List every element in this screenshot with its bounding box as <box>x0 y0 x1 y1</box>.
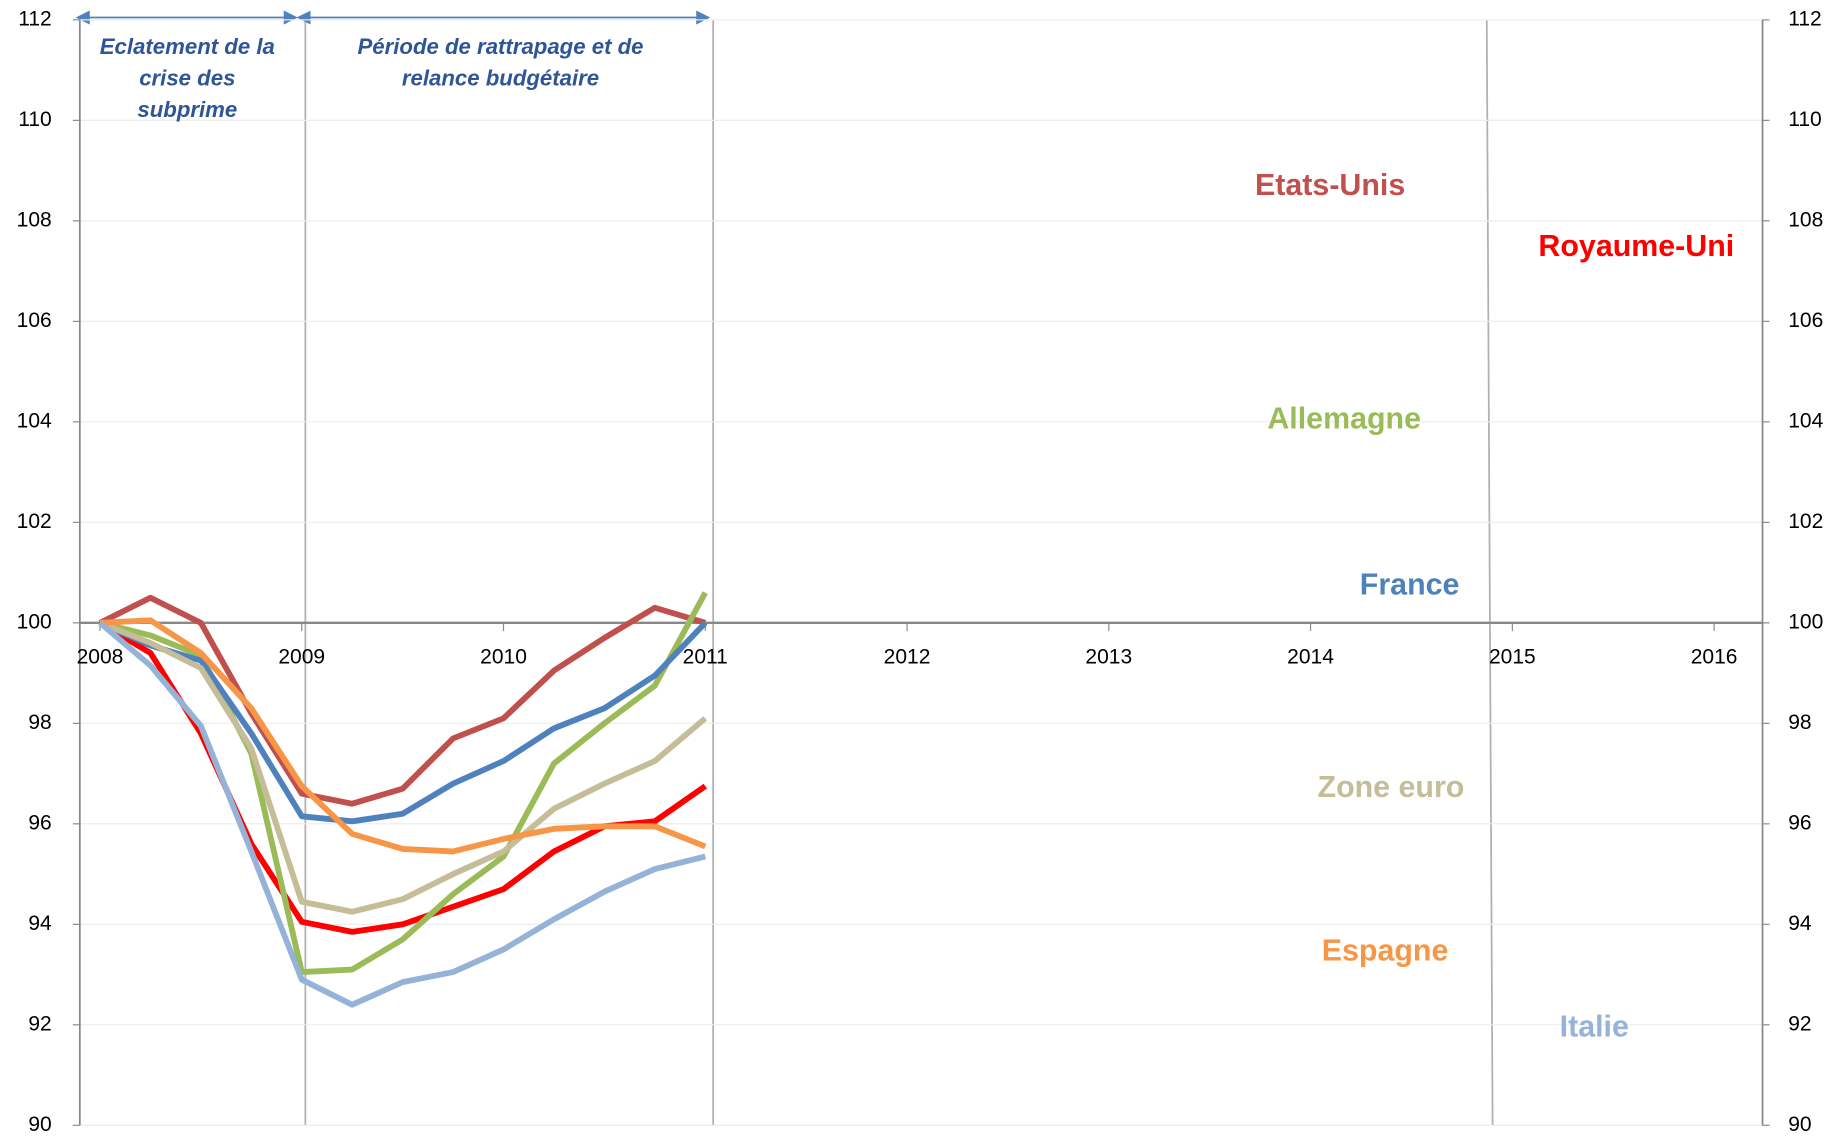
y-tick-label: 108 <box>17 208 52 231</box>
y2-tick-label: 90 <box>1788 1113 1811 1136</box>
y-tick-label: 104 <box>17 409 52 432</box>
x-tick-label: 2015 <box>1489 645 1536 668</box>
annotation: crise des <box>139 65 235 90</box>
series-label: Italie <box>1560 1009 1629 1043</box>
x-tick-label: 2011 <box>683 645 728 668</box>
series-label: Etats-Unis <box>1255 168 1405 202</box>
series-line <box>99 617 707 855</box>
y-tick-label: 90 <box>28 1113 51 1136</box>
series-line <box>98 620 708 915</box>
y-tick-label: 100 <box>17 610 52 633</box>
x-tick-label: 2008 <box>77 645 124 668</box>
y-tick-label: 102 <box>17 510 52 533</box>
y2-tick-label: 92 <box>1788 1012 1811 1035</box>
period-divider <box>1485 19 1494 1126</box>
y2-tick-label: 110 <box>1788 108 1822 131</box>
series-line <box>98 594 707 807</box>
series-line <box>98 620 708 825</box>
annotation: subprime <box>137 97 237 122</box>
y-tick-label: 106 <box>17 309 52 332</box>
y-tick-label: 96 <box>28 811 51 834</box>
annotation: Période de rattrapage et de <box>357 34 643 59</box>
y2-tick-label: 108 <box>1788 208 1823 231</box>
y-tick-label: 110 <box>18 108 52 131</box>
y2-tick-label: 94 <box>1788 912 1812 935</box>
y-tick-label: 112 <box>18 7 52 30</box>
y2-tick-label: 96 <box>1788 811 1811 834</box>
y-tick-label: 92 <box>28 1012 51 1035</box>
y2-tick-label: 104 <box>1788 409 1823 432</box>
series-label: France <box>1360 568 1460 602</box>
y2-tick-label: 100 <box>1788 610 1823 633</box>
series-line <box>98 620 706 1008</box>
y2-tick-label: 106 <box>1788 309 1823 332</box>
series-label: Zone euro <box>1318 770 1465 804</box>
x-tick-label: 2012 <box>884 645 931 668</box>
x-tick-label: 2013 <box>1085 645 1132 668</box>
y-tick-label: 94 <box>28 912 52 935</box>
x-tick-label: 2016 <box>1691 645 1738 668</box>
y2-tick-label: 112 <box>1788 7 1822 30</box>
series-label: Royaume-Uni <box>1538 229 1734 263</box>
x-tick-label: 2010 <box>480 645 527 668</box>
y2-tick-label: 98 <box>1788 711 1811 734</box>
series-label: Allemagne <box>1267 402 1421 436</box>
annotation: Eclatement de la <box>100 34 275 59</box>
annotation: relance budgétaire <box>402 65 599 90</box>
x-tick-label: 2014 <box>1287 645 1334 668</box>
y2-tick-label: 102 <box>1788 510 1823 533</box>
x-tick-label: 2009 <box>278 645 325 668</box>
layout <box>75 10 1494 1126</box>
y-tick-label: 98 <box>28 711 51 734</box>
series-label: Espagne <box>1322 933 1449 967</box>
